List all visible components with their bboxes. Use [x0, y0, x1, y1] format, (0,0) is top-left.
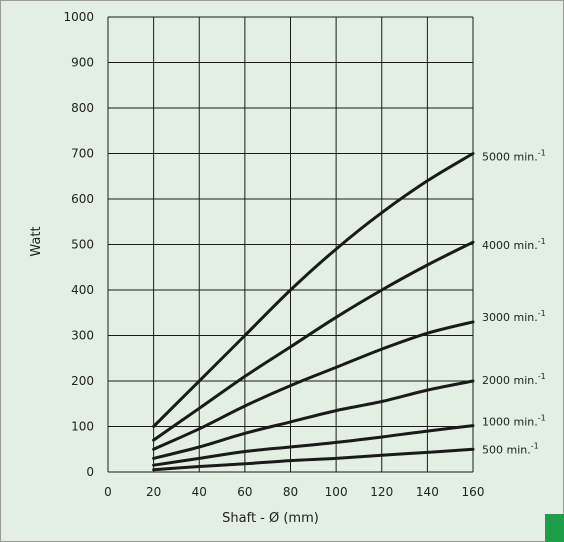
y-tick-label: 500 [71, 238, 94, 252]
x-tick-label: 40 [192, 485, 207, 499]
series-lines [152, 152, 475, 472]
y-tick-label: 300 [71, 329, 94, 343]
series-labels: 5000 min.-1 4000 min.-1 3000 min.-1 2000 mi… [482, 149, 546, 457]
y-axis-ticks: 0 100 200 300 400 500 600 700 800 900 1000 [63, 10, 94, 479]
series-line [152, 424, 475, 467]
x-tick-label: 100 [325, 485, 348, 499]
y-tick-label: 800 [71, 101, 94, 115]
series-label: 4000 min.-1 [482, 237, 546, 252]
y-tick-label: 400 [71, 283, 94, 297]
x-axis-label: Shaft - Ø (mm) [222, 511, 319, 526]
y-tick-label: 1000 [63, 10, 94, 24]
x-axis-ticks: 0 20 40 60 80 100 120 140 160 [104, 485, 484, 499]
series-label: 500 min.-1 [482, 441, 539, 456]
y-tick-label: 0 [86, 465, 94, 479]
x-tick-label: 160 [462, 485, 485, 499]
x-tick-label: 140 [416, 485, 439, 499]
series-line [152, 152, 475, 428]
x-tick-label: 80 [283, 485, 298, 499]
y-tick-label: 900 [71, 56, 94, 70]
series-label: 5000 min.-1 [482, 149, 546, 164]
series-label: 3000 min.-1 [482, 309, 546, 324]
series-label: 1000 min.-1 [482, 414, 546, 429]
y-tick-label: 600 [71, 192, 94, 206]
y-tick-label: 200 [71, 374, 94, 388]
series-line [152, 320, 475, 451]
accent-marker [545, 514, 564, 542]
x-tick-label: 60 [237, 485, 252, 499]
series-line [152, 240, 475, 442]
x-tick-label: 120 [370, 485, 393, 499]
x-tick-label: 20 [146, 485, 161, 499]
grid [107, 16, 474, 473]
y-tick-label: 700 [71, 147, 94, 161]
y-tick-label: 100 [71, 420, 94, 434]
series-line [152, 379, 475, 460]
x-tick-label: 0 [104, 485, 112, 499]
series-line [152, 447, 475, 472]
y-axis-label: Watt [29, 226, 44, 256]
series-label: 2000 min.-1 [482, 372, 546, 387]
